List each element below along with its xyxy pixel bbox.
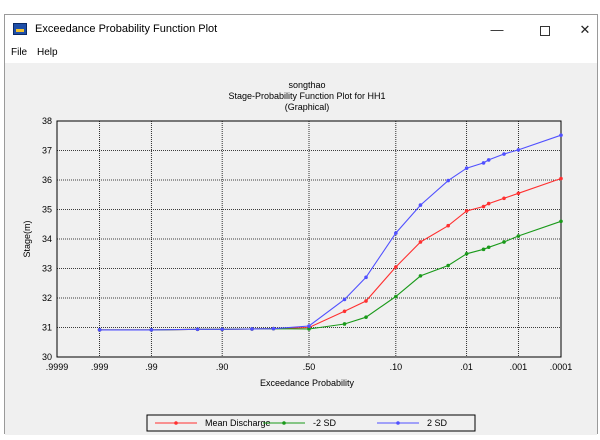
data-point [307,324,311,328]
y-tick-label: 37 [42,146,52,156]
plot-area: songthao Stage-Probability Function Plot… [5,63,597,435]
legend-item-plus2sd: 2 SD [377,418,448,428]
data-point [195,327,200,332]
series-line [99,134,562,331]
x-tick-label: .0001 [550,362,573,372]
data-point [516,234,521,238]
series [97,133,563,332]
y-tick-label: 32 [42,293,52,303]
y-tick-label: 38 [42,116,52,126]
data-point [481,161,486,165]
window-title: Exceedance Probability Function Plot [35,23,218,35]
x-tick-label: .999 [91,362,109,372]
data-point [502,152,506,156]
legend-box [146,414,476,432]
y-tick-label: 34 [42,234,52,244]
legend-label: -2 SD [313,418,337,428]
data-point [486,158,491,162]
series-plus2sd [97,133,563,332]
data-point [418,274,423,278]
menu-file[interactable]: File [11,47,28,58]
data-point [394,265,398,269]
data-point [559,176,563,181]
legend-item-minus2sd: -2 SD [263,418,337,428]
data-point [342,297,347,302]
data-point [364,275,368,280]
y-tick-label: 31 [42,323,52,333]
data-point [220,327,224,332]
x-axis-label: Exceedance Probability [260,378,355,388]
data-point [502,240,506,244]
x-tick-label: .001 [510,362,528,372]
legend-marker [282,421,286,425]
data-point [446,178,450,183]
data-point [464,166,469,170]
chart-subtitle: Stage-Probability Function Plot for HH1 [228,91,385,101]
legend-label: Mean Discharge [205,418,271,428]
x-axis-ticks: .9999 .999 .99 .90 .50 .10 .01 .001 .0001 [46,362,573,372]
legend-marker [396,421,400,425]
close-button[interactable]: ✕ [579,22,591,37]
x-tick-label: .50 [303,362,316,372]
menu-bar: File Help [5,45,597,63]
legend-items: Mean Discharge -2 SD 2 SD [155,418,448,428]
legend-label: 2 SD [427,418,448,428]
data-point [486,245,491,250]
legend-item-mean: Mean Discharge [155,418,271,428]
data-point [250,327,254,331]
legend: Mean Discharge -2 SD 2 SD [146,414,476,432]
grid [57,121,561,357]
data-point [559,133,563,137]
legend-marker [174,421,178,425]
data-point [464,251,469,256]
data-point [464,209,469,213]
data-point [394,294,398,299]
data-point [559,219,563,224]
data-point [446,263,450,268]
maximize-button[interactable] [525,19,565,41]
data-point [481,247,486,252]
data-point [516,191,521,196]
data-point [307,327,311,331]
y-tick-label: 36 [42,175,52,185]
y-axis-label: Stage(m) [22,220,32,257]
data-point [418,203,423,207]
x-tick-label: .10 [390,362,403,372]
plot-window: Exceedance Probability Function Plot — ✕… [4,14,598,435]
data-point [97,328,102,332]
maximize-icon [540,25,550,36]
data-point [364,299,368,303]
data-point [516,148,521,152]
y-tick-label: 35 [42,205,52,215]
data-point [149,328,154,332]
data-point [481,204,486,209]
app-icon [13,23,27,35]
data-point [342,309,347,314]
data-point [394,231,398,235]
data-point [486,201,491,206]
menu-help[interactable]: Help [37,47,58,58]
x-tick-label: .01 [460,362,473,372]
y-axis-ticks: 30 31 32 33 34 35 36 37 38 [42,116,52,362]
data-point [342,322,347,326]
chart: songthao Stage-Probability Function Plot… [22,80,573,432]
chart-title: songthao [288,80,325,90]
data-point [418,240,423,244]
data-point [446,223,450,228]
x-tick-label: .9999 [46,362,69,372]
minimize-button[interactable]: — [490,22,504,37]
y-tick-label: 30 [42,352,52,362]
chart-subtitle-2: (Graphical) [285,102,330,112]
x-tick-label: .90 [216,362,229,372]
data-point [271,326,276,331]
data-point [502,196,506,201]
x-tick-label: .99 [145,362,158,372]
data-point [364,315,368,319]
y-tick-label: 33 [42,264,52,274]
title-bar[interactable]: Exceedance Probability Function Plot — ✕ [5,15,597,45]
